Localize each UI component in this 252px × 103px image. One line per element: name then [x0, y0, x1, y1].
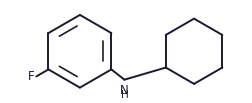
Text: H: H — [120, 90, 128, 100]
Text: N: N — [120, 84, 128, 97]
Text: F: F — [28, 70, 34, 83]
